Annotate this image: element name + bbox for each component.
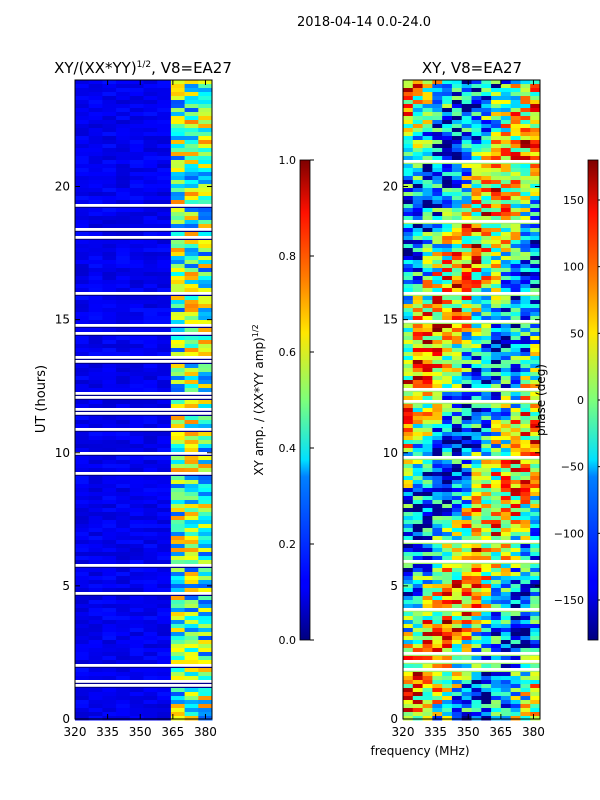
colorbar-tick-label: −100 — [554, 527, 584, 540]
colorbar-tick-label: −150 — [554, 594, 584, 607]
y-tick-label: 0 — [62, 712, 70, 726]
amplitude-panel-title: XY/(XX*YY)1/2, V8=EA27 — [54, 59, 232, 77]
y-tick-label: 5 — [62, 579, 70, 593]
colorbar-tick-label: 1.0 — [279, 154, 297, 167]
colorbar-tick-label: 0 — [577, 394, 584, 407]
amplitude-panel: XY/(XX*YY)1/2, V8=EA27 320 335 350 365 380 0… — [34, 59, 232, 739]
x-tick-label: 365 — [489, 725, 512, 739]
y-tick-label: 20 — [55, 180, 70, 194]
y-tick-label: 10 — [383, 446, 398, 460]
y-tick-label: 15 — [383, 313, 398, 327]
x-tick-label: 335 — [424, 725, 447, 739]
phase-panel-title: XY, V8=EA27 — [422, 59, 522, 77]
amplitude-y-ticks: 0 5 10 15 20 — [55, 180, 212, 726]
colorbar-tick-label: 0.0 — [279, 634, 297, 647]
phase-heatmap-rows — [403, 80, 541, 721]
colorbar-tick-label: −50 — [561, 461, 584, 474]
y-tick-label: 5 — [390, 579, 398, 593]
x-tick-label: 350 — [129, 725, 152, 739]
phase-axes-frame — [402, 79, 541, 720]
phase-colorbar-label: phase (deg) — [534, 364, 548, 436]
shared-x-axis-label: frequency (MHz) — [370, 744, 469, 758]
phase-colorbar-gradient — [587, 159, 599, 641]
colorbar-tick-label: 0.4 — [279, 442, 297, 455]
x-tick-label: 380 — [522, 725, 545, 739]
x-tick-label: 350 — [457, 725, 480, 739]
colorbar-tick-label: 100 — [563, 261, 584, 274]
figure-suptitle: 2018-04-14 0.0-24.0 — [297, 15, 431, 30]
colorbar-tick-label: 0.6 — [279, 346, 297, 359]
amplitude-x-ticks: 320 335 350 365 380 — [64, 80, 217, 739]
x-tick-label: 365 — [161, 725, 184, 739]
phase-colorbar-ticks: −150 −100 −50 0 50 100 150 — [554, 194, 600, 607]
phase-colorbar: −150 −100 −50 0 50 100 150 phase (deg) — [534, 159, 600, 641]
amplitude-heatmap-rows — [75, 80, 213, 721]
amplitude-axes-frame — [74, 79, 213, 720]
colorbar-tick-label: 0.8 — [279, 250, 297, 263]
x-tick-label: 320 — [392, 725, 415, 739]
amplitude-colorbar-ticks: 0.0 0.2 0.4 0.6 0.8 1.0 — [279, 154, 314, 647]
y-tick-label: 10 — [55, 446, 70, 460]
colorbar-tick-label: 0.2 — [279, 538, 297, 551]
phase-panel: XY, V8=EA27 320 335 350 365 380 0 5 10 15 20 — [383, 59, 545, 739]
y-tick-label: 0 — [390, 712, 398, 726]
y-tick-label: 20 — [383, 180, 398, 194]
x-tick-label: 320 — [64, 725, 87, 739]
amplitude-y-axis-label: UT (hours) — [34, 365, 49, 433]
amplitude-colorbar: 0.0 0.2 0.4 0.6 0.8 1.0 XY amp. / (XX*YY amp)… — [251, 154, 314, 647]
colorbar-tick-label: 150 — [563, 194, 584, 207]
y-tick-label: 15 — [55, 313, 70, 327]
amplitude-colorbar-gradient — [299, 159, 311, 641]
amplitude-colorbar-label: XY amp. / (XX*YY amp)1/2 — [251, 324, 266, 475]
phase-y-ticks: 0 5 10 15 20 — [383, 180, 540, 726]
x-tick-label: 335 — [96, 725, 119, 739]
phase-x-ticks: 320 335 350 365 380 — [392, 80, 545, 739]
x-tick-label: 380 — [194, 725, 217, 739]
colorbar-tick-label: 50 — [570, 327, 584, 340]
